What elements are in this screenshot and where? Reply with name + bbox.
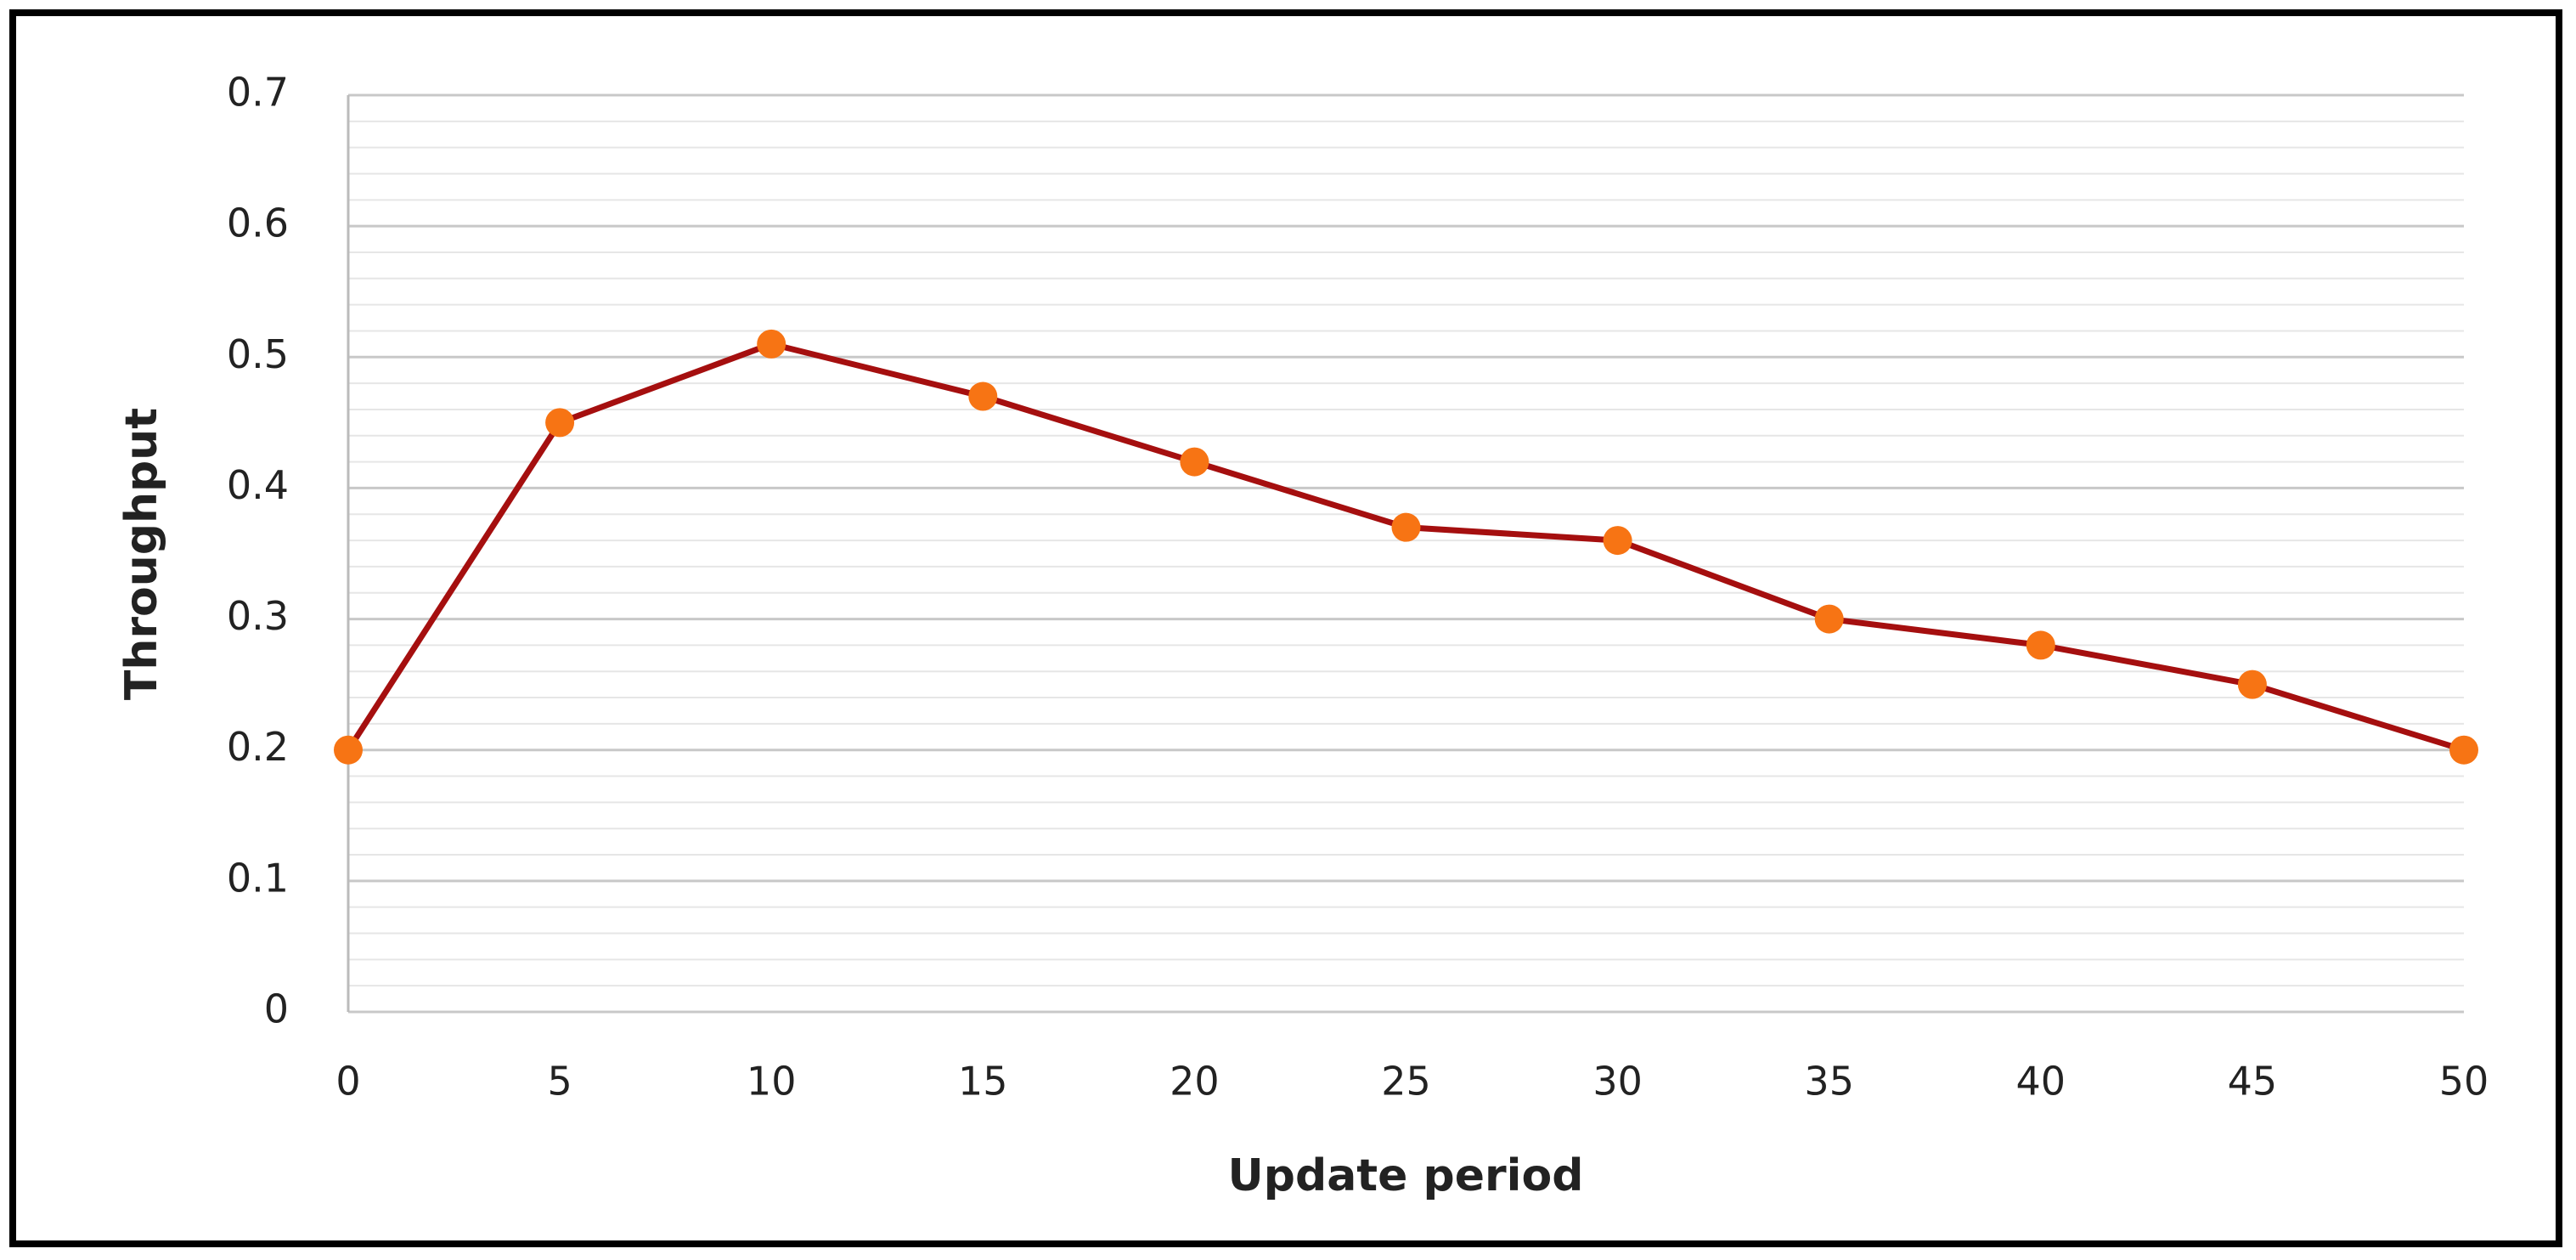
y-axis-title: Throughput	[116, 408, 167, 700]
y-tick-label: 0.1	[227, 855, 289, 901]
x-tick-label: 35	[1804, 1059, 1854, 1105]
marker	[1603, 526, 1632, 556]
y-tick-label: 0.5	[227, 331, 289, 377]
marker	[2026, 630, 2055, 660]
y-tick-label: 0.4	[227, 462, 289, 508]
x-tick-label: 50	[2439, 1059, 2489, 1105]
x-tick-label: 10	[747, 1059, 797, 1105]
marker	[757, 329, 786, 359]
marker	[1391, 512, 1421, 542]
frame	[9, 9, 2562, 1247]
marker	[334, 735, 363, 765]
y-tick-label: 0.2	[227, 724, 289, 770]
x-axis-title: Update period	[1228, 1150, 1584, 1201]
x-tick-label: 25	[1381, 1059, 1431, 1105]
marker	[1180, 447, 1209, 477]
marker	[2449, 735, 2478, 765]
x-tick-label: 30	[1592, 1059, 1643, 1105]
y-tick-label: 0.3	[227, 593, 289, 639]
x-tick-label: 45	[2228, 1059, 2278, 1105]
marker	[2237, 670, 2267, 699]
x-tick-label: 40	[2016, 1059, 2066, 1105]
marker	[545, 408, 575, 438]
x-tick-label: 15	[958, 1059, 1008, 1105]
y-tick-label: 0.6	[227, 201, 289, 246]
marker	[968, 381, 998, 411]
y-tick-label: 0	[264, 986, 289, 1032]
x-tick-label: 0	[335, 1059, 360, 1105]
x-tick-label: 5	[547, 1059, 572, 1105]
marker	[1814, 604, 1844, 634]
y-tick-label: 0.7	[227, 70, 289, 116]
x-tick-label: 20	[1170, 1059, 1220, 1105]
